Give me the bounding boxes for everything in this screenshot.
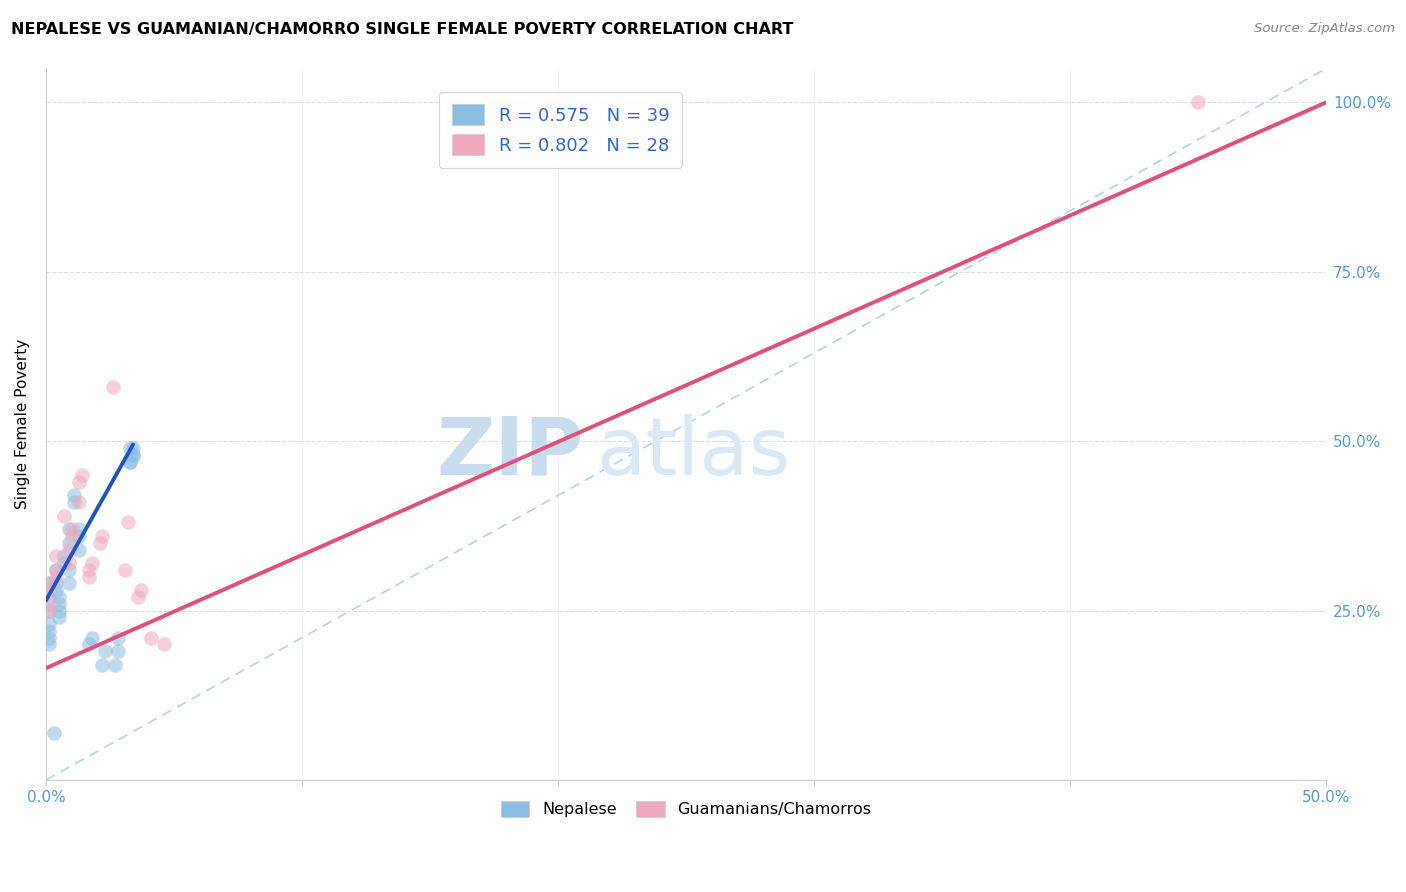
Point	[38, 590, 60, 604]
Point	[58, 536, 80, 550]
Point	[104, 657, 127, 672]
Point	[58, 556, 80, 570]
Point	[42, 725, 65, 739]
Point	[120, 441, 142, 455]
Point	[38, 631, 60, 645]
Text: ZIP: ZIP	[436, 414, 583, 491]
Point	[94, 644, 117, 658]
Point	[38, 603, 60, 617]
Point	[38, 637, 60, 651]
Point	[58, 522, 80, 536]
Point	[63, 488, 86, 502]
Point	[38, 624, 60, 638]
Point	[101, 380, 124, 394]
Point	[45, 549, 67, 564]
Point	[52, 508, 75, 523]
Point	[45, 576, 67, 591]
Point	[89, 536, 111, 550]
Point	[80, 556, 103, 570]
Point	[45, 583, 67, 598]
Y-axis label: Single Female Poverty: Single Female Poverty	[15, 339, 30, 509]
Point	[122, 448, 145, 462]
Point	[63, 495, 86, 509]
Point	[107, 631, 129, 645]
Point	[127, 590, 149, 604]
Point	[122, 441, 145, 455]
Point	[48, 590, 70, 604]
Point	[45, 563, 67, 577]
Point	[139, 631, 162, 645]
Point	[58, 576, 80, 591]
Point	[107, 644, 129, 658]
Point	[91, 657, 114, 672]
Point	[129, 583, 152, 598]
Point	[79, 637, 101, 651]
Point	[80, 631, 103, 645]
Point	[38, 576, 60, 591]
Point	[38, 583, 60, 598]
Point	[114, 563, 136, 577]
Point	[91, 529, 114, 543]
Text: Source: ZipAtlas.com: Source: ZipAtlas.com	[1254, 22, 1395, 36]
Point	[67, 522, 90, 536]
Legend: Nepalese, Guamanians/Chamorros: Nepalese, Guamanians/Chamorros	[492, 793, 879, 825]
Point	[45, 570, 67, 584]
Point	[58, 563, 80, 577]
Point	[67, 542, 90, 557]
Point	[45, 563, 67, 577]
Point	[120, 454, 142, 468]
Point	[38, 576, 60, 591]
Point	[48, 610, 70, 624]
Point	[52, 556, 75, 570]
Point	[122, 448, 145, 462]
Text: NEPALESE VS GUAMANIAN/CHAMORRO SINGLE FEMALE POVERTY CORRELATION CHART: NEPALESE VS GUAMANIAN/CHAMORRO SINGLE FE…	[11, 22, 793, 37]
Point	[38, 603, 60, 617]
Point	[120, 454, 142, 468]
Point	[52, 549, 75, 564]
Point	[117, 516, 139, 530]
Point	[1187, 95, 1209, 110]
Point	[67, 495, 90, 509]
Point	[38, 597, 60, 611]
Point	[79, 570, 101, 584]
Point	[70, 468, 93, 483]
Point	[67, 529, 90, 543]
Point	[60, 529, 83, 543]
Point	[152, 637, 174, 651]
Point	[67, 475, 90, 489]
Point	[38, 617, 60, 632]
Point	[48, 603, 70, 617]
Point	[79, 563, 101, 577]
Point	[60, 522, 83, 536]
Point	[48, 597, 70, 611]
Text: atlas: atlas	[596, 414, 790, 491]
Point	[58, 542, 80, 557]
